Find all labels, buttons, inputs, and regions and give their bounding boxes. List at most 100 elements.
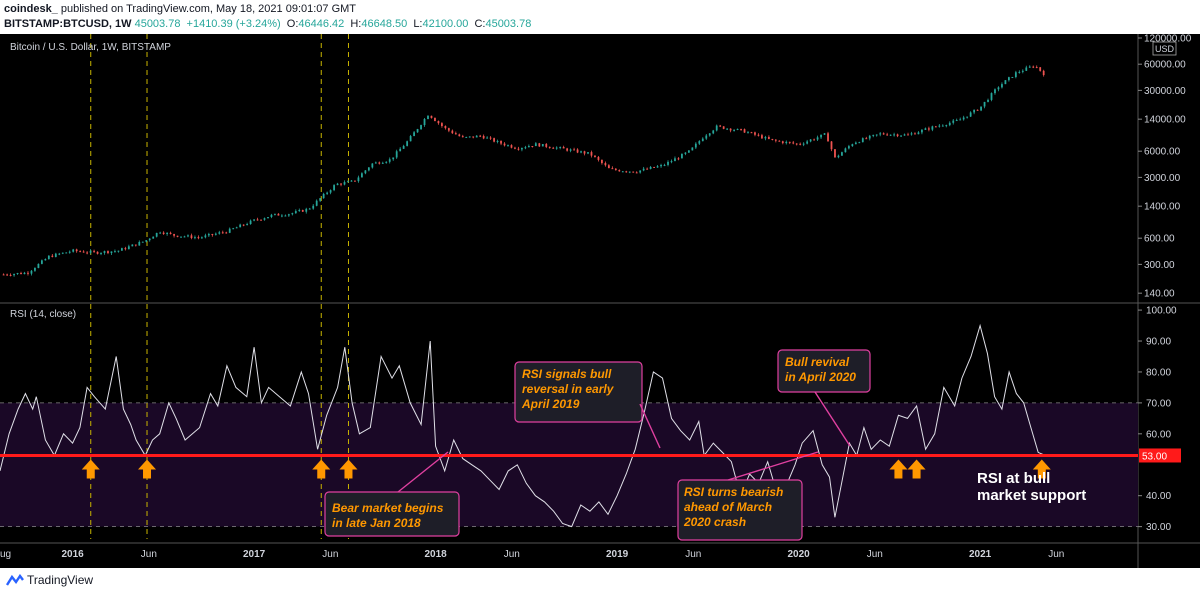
price-candle-body — [861, 138, 864, 143]
price-candle-body — [521, 147, 523, 150]
price-candle-body — [844, 148, 847, 153]
price-candle-body — [434, 117, 436, 122]
price-candle-body — [89, 250, 92, 253]
symbol-label[interactable]: BITSTAMP:BTCUSD, 1W — [4, 18, 132, 30]
publisher-name[interactable]: coindesk_ — [4, 3, 58, 15]
price-candle-body — [420, 125, 422, 130]
price-candle-body — [489, 137, 492, 139]
price-candle-body — [96, 251, 99, 254]
price-candle-body — [785, 141, 788, 144]
footer: TradingView — [0, 568, 1200, 596]
price-candle-body — [865, 138, 868, 140]
annotation-text: market support — [977, 487, 1086, 504]
price-candle-body — [416, 129, 419, 133]
time-axis-label: 2019 — [606, 549, 629, 560]
price-candle-body — [274, 213, 276, 215]
price-candle-body — [566, 148, 569, 151]
price-candle-body — [788, 141, 791, 143]
price-candle-body — [771, 138, 774, 140]
price-candle-body — [301, 210, 304, 212]
price-candle-body — [677, 158, 680, 160]
price-candle-body — [340, 183, 342, 185]
price-candle-body — [1004, 80, 1007, 85]
price-candle-body — [486, 137, 489, 139]
price-candle-body — [980, 106, 982, 111]
price-candle-body — [938, 125, 941, 127]
time-axis-label: Jun — [1048, 549, 1064, 560]
close-label: C: — [474, 18, 486, 30]
price-axis-label: 600.00 — [1144, 234, 1175, 245]
price-candle-body — [354, 180, 356, 182]
price-candle-body — [555, 147, 558, 149]
price-candle-body — [451, 130, 454, 134]
price-candle-body — [635, 172, 638, 174]
price-candle-body — [131, 244, 134, 247]
price-candle-body — [475, 135, 478, 138]
price-candle-body — [969, 112, 972, 117]
price-candle-body — [315, 200, 318, 206]
price-candle-body — [430, 115, 433, 118]
high-label: H: — [350, 18, 362, 30]
annotation-text: 2020 crash — [683, 515, 746, 529]
price-candle-body — [1035, 67, 1038, 69]
price-candle-body — [576, 149, 579, 153]
price-candle-body — [134, 244, 137, 246]
price-candle-body — [399, 148, 402, 152]
tradingview-logo[interactable]: TradingView — [6, 573, 93, 587]
price-candle-body — [966, 116, 969, 118]
price-candle-body — [1032, 66, 1035, 68]
price-candle-body — [305, 208, 308, 212]
price-candle-body — [277, 213, 280, 216]
price-candle-body — [47, 255, 50, 260]
price-candle-body — [13, 273, 15, 276]
price-candle-body — [329, 190, 332, 193]
price-candle-body — [854, 142, 857, 145]
price-candle-body — [767, 137, 770, 139]
price-pane-title: Bitcoin / U.S. Dollar, 1W, BITSTAMP — [10, 42, 171, 53]
support-arrow — [81, 459, 100, 479]
price-candle-body — [830, 141, 833, 150]
support-arrow — [1032, 459, 1051, 479]
time-axis-label: 2021 — [969, 549, 992, 560]
price-candle-body — [214, 233, 217, 235]
price-candle-body — [893, 134, 896, 136]
price-candle-body — [23, 272, 26, 275]
open-value: 46446.42 — [298, 18, 345, 30]
price-candle-body — [1042, 70, 1045, 76]
rsi-line — [0, 323, 1046, 528]
marker-lines-layer — [90, 34, 349, 539]
price-candle-body — [646, 168, 649, 170]
price-candle-body — [406, 141, 409, 146]
price-candle-body — [514, 147, 516, 149]
price-candle-body — [263, 218, 266, 220]
annotation-text: RSI at bull — [977, 470, 1050, 487]
price-candle-body — [806, 141, 809, 144]
price-candle-body — [628, 171, 631, 173]
price-candle-body — [9, 274, 12, 276]
price-candle-body — [1021, 70, 1024, 72]
price-candle-body — [754, 132, 756, 135]
price-candle-body — [211, 233, 214, 235]
price-candle-body — [921, 129, 923, 133]
time-axis-label: ug — [0, 549, 11, 560]
price-candle-body — [367, 167, 370, 171]
price-candle-body — [246, 224, 249, 226]
price-candle-body — [813, 139, 816, 141]
price-candle-body — [594, 155, 596, 158]
support-layer: 53.00 — [0, 448, 1181, 463]
price-candle-body — [604, 163, 607, 166]
price-candle-body — [1018, 71, 1021, 73]
price-candle-body — [312, 205, 315, 209]
price-candle-body — [381, 162, 384, 164]
price-candle-body — [413, 132, 415, 137]
price-candle-body — [326, 192, 329, 194]
time-axis-label: 2016 — [61, 549, 84, 560]
price-candle-body — [371, 163, 374, 168]
price-candle-body — [559, 147, 562, 149]
price-candle-body — [493, 138, 495, 142]
price-candle-body — [16, 272, 19, 274]
price-candle-body — [816, 137, 819, 140]
price-candle-body — [621, 171, 624, 173]
price-candle-body — [86, 252, 89, 254]
